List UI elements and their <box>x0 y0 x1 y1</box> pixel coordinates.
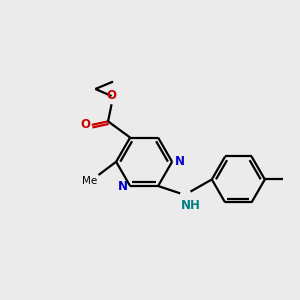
Text: NH: NH <box>181 199 201 212</box>
Text: O: O <box>106 89 117 102</box>
Text: Me: Me <box>82 176 97 187</box>
Text: O: O <box>80 118 90 131</box>
Text: N: N <box>174 155 184 168</box>
Text: N: N <box>118 179 128 193</box>
